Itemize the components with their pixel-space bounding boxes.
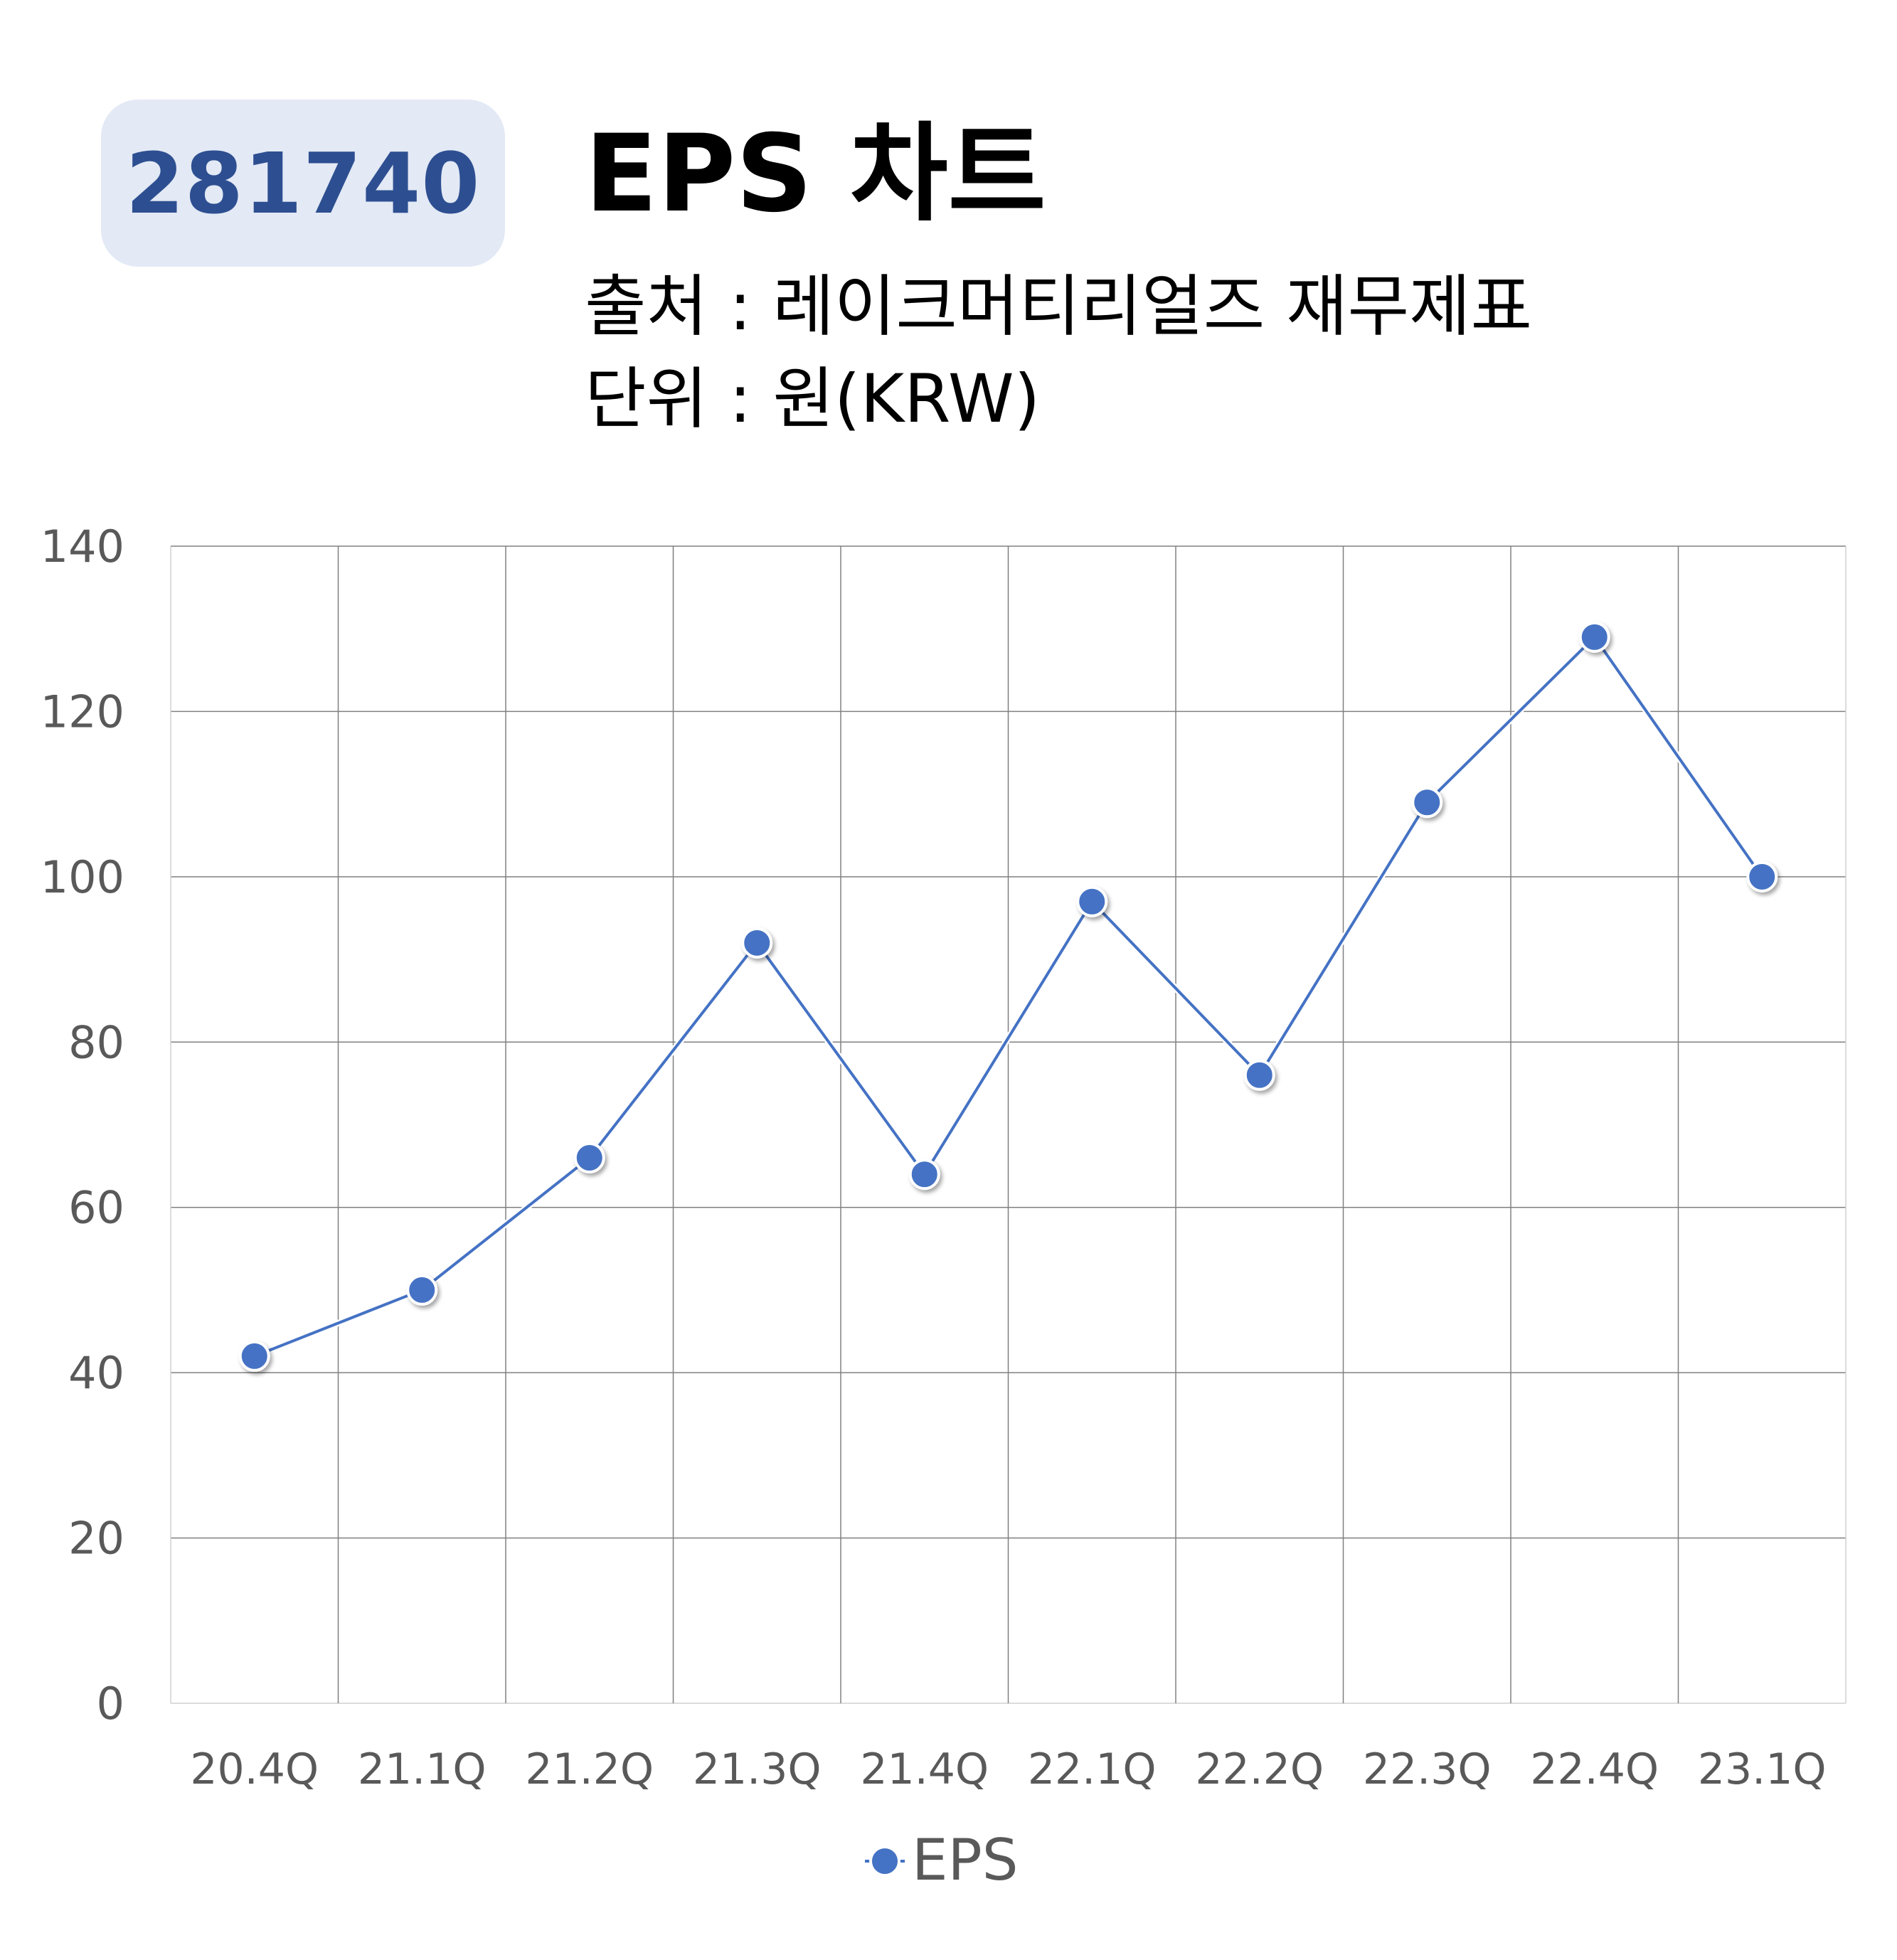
data-point xyxy=(741,927,773,959)
x-tick-label: 21.1Q xyxy=(358,1745,487,1794)
chart-title: EPS 차트 xyxy=(585,112,1046,236)
data-point xyxy=(238,1340,270,1372)
series-eps xyxy=(238,621,1778,1372)
x-tick-label: 21.4Q xyxy=(860,1745,989,1794)
data-point xyxy=(1746,861,1778,893)
x-tick-label: 22.4Q xyxy=(1530,1745,1659,1794)
data-point xyxy=(1243,1059,1275,1091)
x-tick-label: 22.2Q xyxy=(1195,1745,1324,1794)
data-point xyxy=(1076,885,1108,917)
legend: EPS xyxy=(865,1827,1019,1893)
data-point xyxy=(908,1159,940,1191)
y-tick-label: 80 xyxy=(68,1016,124,1068)
legend-label: EPS xyxy=(912,1827,1019,1893)
x-tick-label: 20.4Q xyxy=(190,1745,319,1794)
y-tick-label: 100 xyxy=(41,851,124,903)
x-tick-label: 21.2Q xyxy=(525,1745,654,1794)
x-tick-label: 22.3Q xyxy=(1363,1745,1492,1794)
y-tick-label: 20 xyxy=(68,1513,124,1565)
data-point xyxy=(406,1274,438,1306)
unit-label: 단위 : 원(KRW) xyxy=(585,361,1041,438)
series-line xyxy=(254,635,1763,1358)
y-tick-label: 0 xyxy=(97,1678,124,1730)
y-axis-ticks: 0 20 40 60 80 100 120 140 xyxy=(41,521,124,1730)
stock-code-badge: 281740 xyxy=(101,100,505,267)
legend-marker xyxy=(869,1846,900,1877)
x-tick-label: 22.1Q xyxy=(1028,1745,1157,1794)
grid-lines xyxy=(170,545,1846,1704)
data-point xyxy=(1578,621,1610,653)
x-tick-label: 21.3Q xyxy=(693,1745,822,1794)
y-tick-label: 120 xyxy=(41,686,124,737)
source-label: 출처 : 레이크머티리얼즈 재무제표 xyxy=(585,268,1533,346)
data-point xyxy=(1411,787,1443,819)
y-tick-label: 60 xyxy=(68,1182,124,1234)
data-point xyxy=(573,1141,605,1173)
y-tick-label: 140 xyxy=(41,521,124,572)
y-tick-label: 40 xyxy=(68,1347,124,1399)
stock-code: 281740 xyxy=(125,134,481,233)
x-tick-label: 23.1Q xyxy=(1698,1745,1827,1794)
x-axis-ticks: 20.4Q 21.1Q 21.2Q 21.3Q 21.4Q 22.1Q 22.2Q 22.3Q… xyxy=(190,1745,1826,1794)
